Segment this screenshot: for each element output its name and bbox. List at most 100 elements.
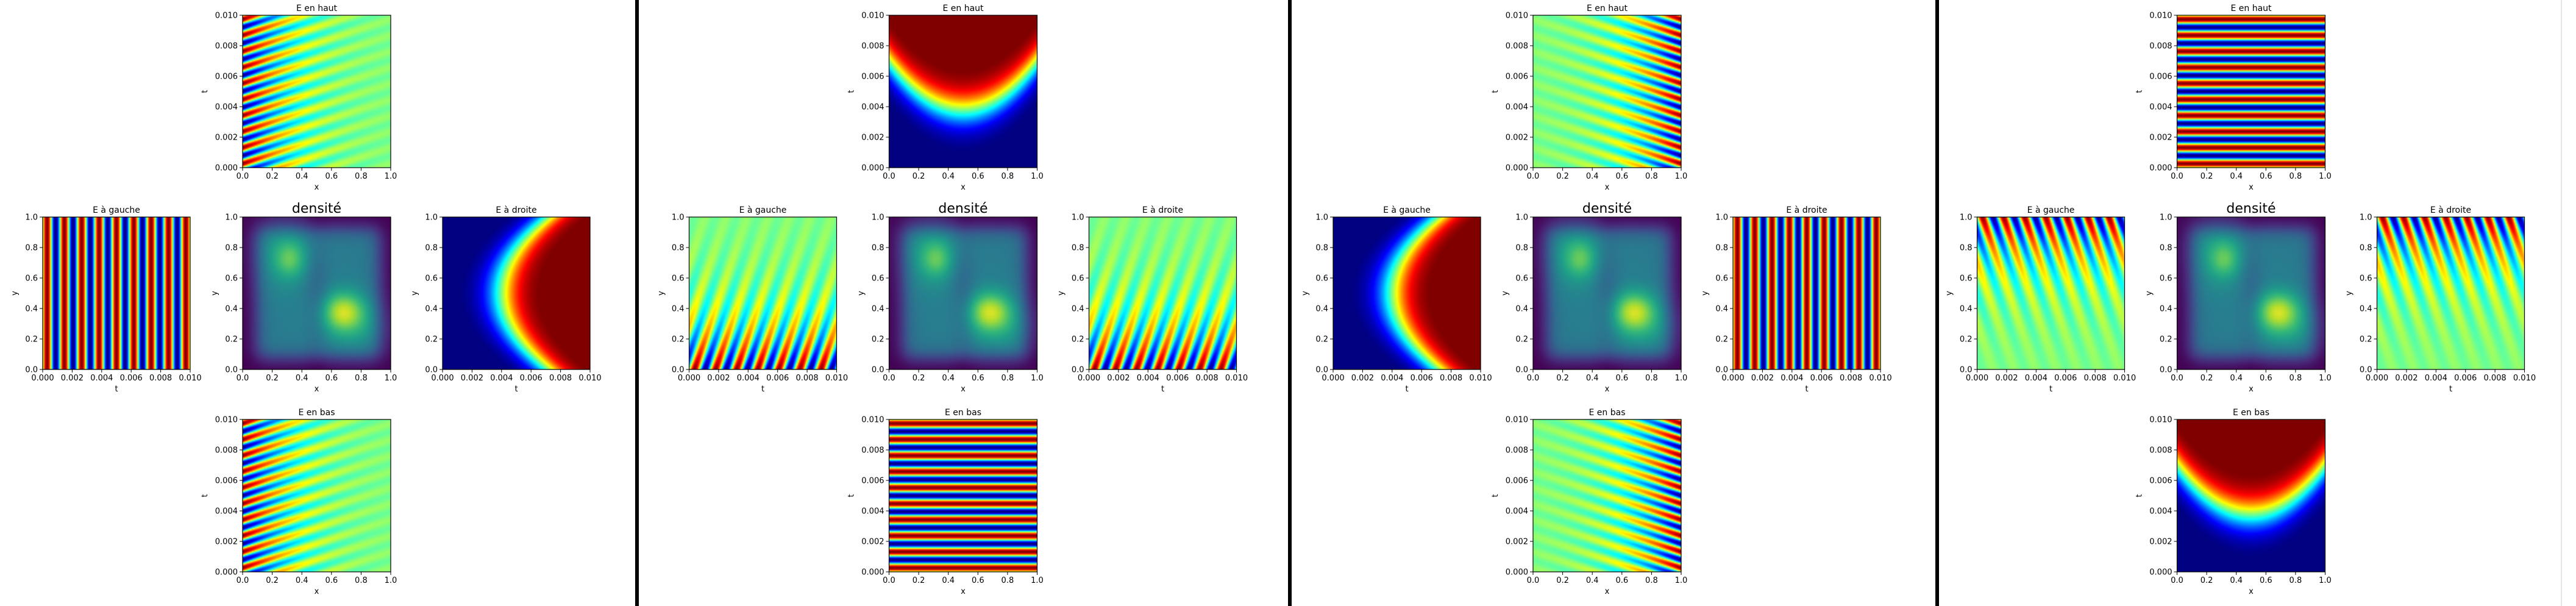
x-axis-label: x: [1605, 385, 1610, 394]
plot-e-a-gauche: 0.000 0.002 0.004 0.006 0.008 0.010 0.0 0.2 0.4 0…: [10, 205, 202, 394]
y-tick-label: 1.0: [25, 213, 38, 223]
y-tick-label: 1.0: [2160, 213, 2172, 223]
y-tick-label: 0.2: [2160, 335, 2172, 344]
y-tick-label: 0.2: [1715, 335, 1728, 344]
y-tick-label: 0.010: [2149, 416, 2172, 425]
y-tick-label: 0.006: [861, 477, 884, 486]
y-tick-label: 0.004: [1506, 103, 1528, 112]
y-tick-label: 0.4: [1072, 305, 1084, 314]
plot-densite-title: densité: [1582, 201, 1632, 216]
x-tick-label: 0.002: [61, 374, 84, 383]
panel-separator: [635, 0, 639, 606]
y-tick-label: 0.006: [2149, 73, 2172, 82]
x-tick-label: 0.010: [179, 374, 201, 383]
x-tick-label: 0.008: [1440, 374, 1462, 383]
y-tick-label: 0.6: [672, 274, 685, 283]
plot-e-en-bas-title: E en bas: [2233, 408, 2269, 418]
x-tick-label: 0.2: [2201, 576, 2213, 585]
x-tick-label: 1.0: [1675, 576, 1688, 585]
y-tick-label: 0.4: [1715, 305, 1728, 314]
plot-e-a-droite: 0.000 0.002 0.004 0.006 0.008 0.010 0.0 0.2 0.4 0…: [1701, 205, 1892, 394]
x-tick-label: 0.2: [266, 172, 279, 181]
plot-e-en-bas: 0.0 0.2 0.4 0.6 0.8 1.0 0.000 0.002 0.004 0.006 0.…: [1491, 408, 1687, 596]
x-tick-label: 1.0: [2319, 172, 2332, 181]
y-tick-label: 0.006: [215, 477, 238, 486]
y-tick-label: 0.002: [1506, 538, 1528, 547]
plot-densite-title: densité: [292, 201, 341, 216]
x-tick-label: 0.2: [266, 576, 279, 585]
plot-e-a-gauche-title: E à gauche: [739, 205, 787, 215]
x-axis-label: x: [961, 385, 966, 394]
y-tick-label: 0.6: [1515, 274, 1528, 283]
plot-e-en-bas-heatmap: [889, 419, 1037, 572]
x-tick-label: 0.000: [31, 374, 54, 383]
x-tick-label: 1.0: [1675, 172, 1688, 181]
panel-separator: [1935, 0, 1939, 606]
x-tick-label: 0.000: [1721, 374, 1744, 383]
y-axis-label: y: [210, 291, 219, 296]
x-tick-label: 0.0: [237, 576, 249, 585]
plot-e-en-bas-heatmap: [1533, 419, 1681, 572]
y-tick-label: 0.6: [1715, 274, 1728, 283]
x-axis-label: x: [2249, 183, 2254, 192]
x-axis-label: x: [315, 183, 319, 192]
y-tick-label: 0.0: [425, 366, 438, 375]
x-tick-label: 0.000: [1078, 374, 1100, 383]
x-axis-label: t: [2449, 385, 2452, 394]
x-tick-label: 0.0: [883, 172, 895, 181]
x-tick-label: 0.6: [1615, 172, 1628, 181]
x-tick-label: 0.002: [1351, 374, 1374, 383]
plot-e-en-bas-title: E en bas: [299, 408, 335, 418]
x-tick-label: 0.2: [1556, 576, 1569, 585]
y-tick-label: 0.000: [215, 568, 238, 577]
plot-e-a-gauche: 0.000 0.002 0.004 0.006 0.008 0.010 0.0 0.2 0.4 0…: [657, 205, 849, 394]
plot-densite-title: densité: [2226, 201, 2275, 216]
x-tick-label: 0.0: [2171, 576, 2183, 585]
plot-e-en-haut-heatmap: [889, 15, 1037, 168]
x-axis-label: t: [761, 385, 764, 394]
x-axis-label: t: [115, 385, 118, 394]
x-tick-label: 1.0: [385, 172, 397, 181]
x-tick-label: 0.6: [325, 172, 338, 181]
x-axis-label: t: [2049, 385, 2052, 394]
x-tick-label: 0.006: [1411, 374, 1433, 383]
plot-densite-heatmap: [1533, 217, 1681, 369]
x-tick-label: 0.006: [2054, 374, 2077, 383]
plot-e-a-droite: 0.000 0.002 0.004 0.006 0.008 0.010 0.0 0.2 0.4 0…: [2345, 205, 2536, 394]
plot-e-en-haut-title: E en haut: [296, 4, 338, 13]
x-tick-label: 0.004: [737, 374, 760, 383]
plot-e-en-haut-title: E en haut: [2230, 4, 2272, 13]
x-tick-label: 0.008: [1195, 374, 1218, 383]
x-tick-label: 0.0: [1527, 576, 1540, 585]
x-tick-label: 0.002: [2395, 374, 2418, 383]
x-tick-label: 0.004: [2025, 374, 2048, 383]
y-tick-label: 0.6: [2360, 274, 2372, 283]
x-tick-label: 1.0: [1031, 374, 1044, 383]
x-tick-label: 0.4: [942, 374, 955, 383]
y-tick-label: 0.010: [215, 12, 238, 21]
y-tick-label: 0.0: [1960, 366, 1973, 375]
y-tick-label: 0.2: [1315, 335, 1328, 344]
plot-e-a-droite-heatmap: [2377, 217, 2525, 369]
plot-e-en-haut-frame: [888, 15, 1038, 168]
y-tick-label: 0.008: [2149, 42, 2172, 51]
x-tick-label: 0.8: [1002, 576, 1014, 585]
x-tick-label: 0.2: [266, 374, 279, 383]
x-tick-label: 0.006: [120, 374, 143, 383]
y-tick-label: 0.006: [2149, 477, 2172, 486]
y-tick-label: 0.004: [2149, 103, 2172, 112]
x-tick-label: 0.0: [237, 374, 249, 383]
x-tick-label: 0.004: [1137, 374, 1159, 383]
plot-e-en-haut-title: E en haut: [942, 4, 984, 13]
plot-e-a-droite-frame: [1088, 216, 1237, 370]
y-tick-label: 0.0: [1515, 366, 1528, 375]
plot-e-a-droite-frame: [442, 216, 591, 370]
y-tick-label: 0.8: [1715, 244, 1728, 253]
y-tick-label: 0.8: [225, 244, 238, 253]
y-tick-label: 0.000: [1506, 568, 1528, 577]
y-tick-label: 0.4: [25, 305, 38, 314]
x-tick-label: 1.0: [385, 576, 397, 585]
x-tick-label: 0.002: [1995, 374, 2018, 383]
x-axis-label: x: [315, 385, 319, 394]
x-tick-label: 0.8: [2290, 576, 2302, 585]
